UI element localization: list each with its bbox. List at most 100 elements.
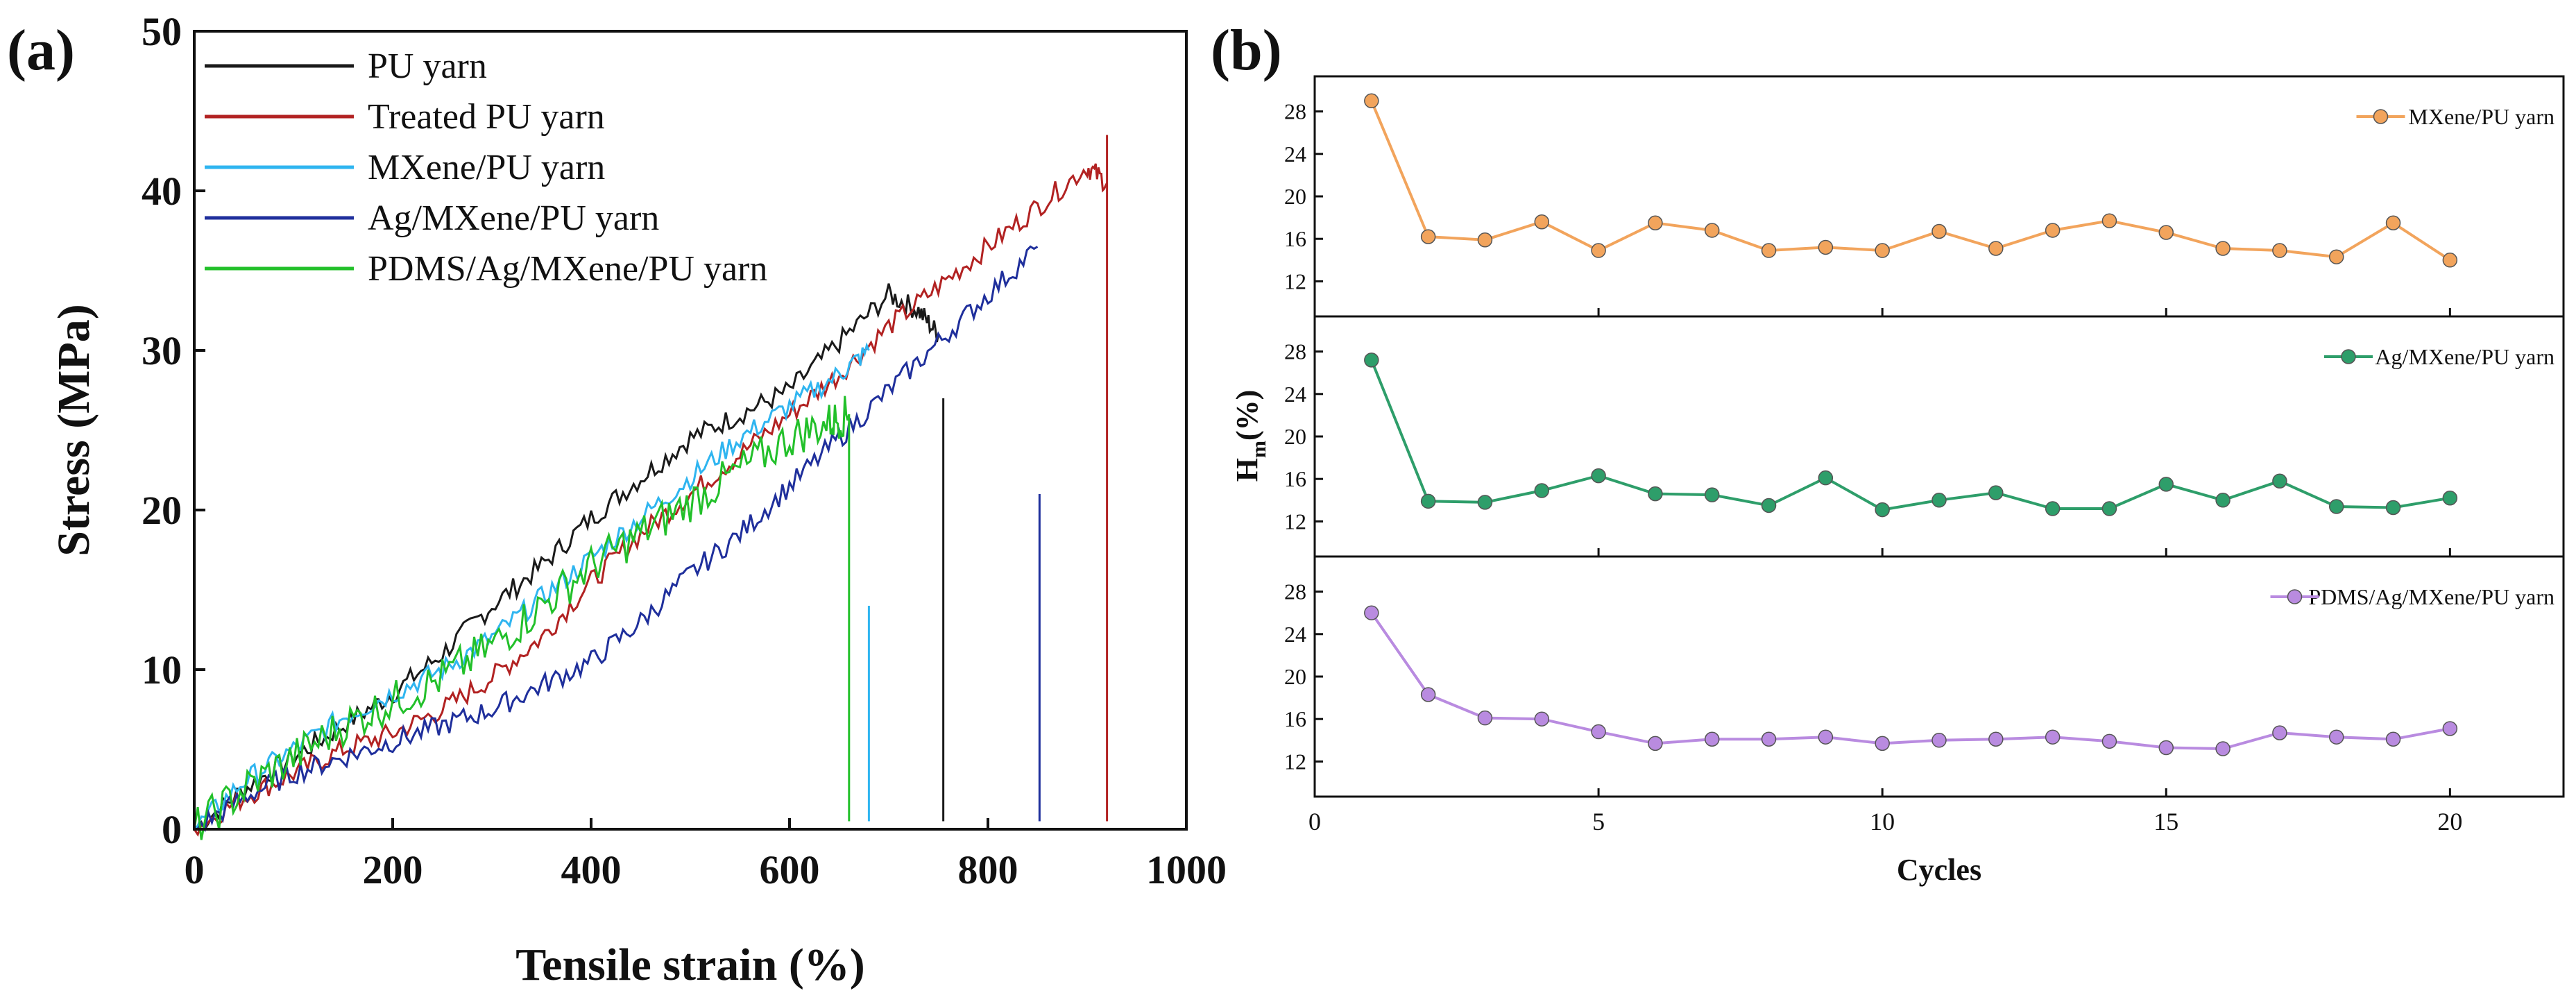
- data-point-pdms-ag-mxene-pu-yarn-13: [2045, 729, 2061, 745]
- data-point-ag-mxene-pu-yarn-11: [1931, 493, 1947, 508]
- legend-label-mxene-pu-yarn: MXene/PU yarn: [368, 148, 605, 187]
- y-tick-label-20: 20: [1284, 424, 1306, 449]
- legend-swatch-marker-ag-mxene-pu-yarn: [2341, 349, 2356, 364]
- subplot-pdms-ag-mxene-pu-yarn: 12 16 20 24 28 PDMS/Ag/MXene/PU yarn: [1284, 579, 2554, 797]
- x-tick-label-0: 0: [1308, 808, 1321, 835]
- data-point-mxene-pu-yarn-20: [2442, 253, 2458, 268]
- data-point-pdms-ag-mxene-pu-yarn-20: [2442, 721, 2458, 736]
- data-point-ag-mxene-pu-yarn-15: [2158, 477, 2174, 492]
- y-tick-label-16: 16: [1284, 466, 1306, 491]
- data-point-mxene-pu-yarn-1: [1364, 93, 1379, 109]
- data-point-pdms-ag-mxene-pu-yarn-10: [1875, 736, 1890, 752]
- y-tick-label-12: 12: [1284, 269, 1306, 294]
- legend-label-mxene-pu-yarn: MXene/PU yarn: [2408, 104, 2554, 129]
- data-point-ag-mxene-pu-yarn-18: [2328, 499, 2344, 514]
- series-line-pu-yarn: [194, 283, 939, 832]
- stress-strain-x-axis-label: Tensile strain (%): [515, 940, 865, 990]
- stress-strain-legend: PU yarn Treated PU yarn MXene/PU yarn Ag/MX…: [205, 46, 767, 289]
- data-point-ag-mxene-pu-yarn-1: [1364, 353, 1379, 368]
- data-point-pdms-ag-mxene-pu-yarn-6: [1648, 736, 1663, 752]
- data-point-pdms-ag-mxene-pu-yarn-7: [1704, 731, 1720, 747]
- hysteresis-y-label-main: H: [1230, 458, 1264, 482]
- legend-label-pu-yarn: PU yarn: [368, 46, 487, 86]
- x-tick-label-800: 800: [958, 847, 1018, 892]
- data-point-pdms-ag-mxene-pu-yarn-17: [2272, 725, 2287, 740]
- data-point-ag-mxene-pu-yarn-8: [1761, 498, 1777, 513]
- series-line-pdms-ag-mxene-pu-yarn: [1370, 612, 2450, 751]
- subplot-ag-mxene-pu-yarn: 12 16 20 24 28 Ag/MXene/PU yarn: [1284, 339, 2554, 557]
- stress-strain-series: [193, 135, 1109, 840]
- data-point-mxene-pu-yarn-6: [1648, 215, 1663, 230]
- y-tick-label-0: 0: [162, 807, 182, 852]
- legend-label-pdms-ag-mxene-pu-yarn: PDMS/Ag/MXene/PU yarn: [368, 249, 767, 289]
- data-point-ag-mxene-pu-yarn-14: [2101, 501, 2117, 516]
- data-point-mxene-pu-yarn-13: [2045, 223, 2061, 238]
- hysteresis-cycles-chart: 12 16 20 24 28 MXene/PU yarn 12 16 20 24 28 Ag/MXen…: [1230, 75, 2565, 887]
- legend-label-treated-pu-yarn: Treated PU yarn: [368, 97, 605, 137]
- y-tick-label-20: 20: [142, 488, 182, 533]
- data-point-pdms-ag-mxene-pu-yarn-19: [2385, 731, 2401, 747]
- y-tick-label-12: 12: [1284, 509, 1306, 534]
- series-line-mxene-pu-yarn: [1370, 100, 2451, 262]
- y-tick-label-24: 24: [1284, 622, 1306, 647]
- y-tick-label-24: 24: [1284, 382, 1306, 407]
- data-point-mxene-pu-yarn-2: [1420, 229, 1436, 244]
- data-point-mxene-pu-yarn-16: [2215, 241, 2230, 256]
- data-point-mxene-pu-yarn-12: [1988, 241, 2004, 256]
- hysteresis-plot-frame: [1313, 75, 2565, 798]
- data-point-pdms-ag-mxene-pu-yarn-8: [1761, 731, 1777, 747]
- data-point-ag-mxene-pu-yarn-16: [2215, 493, 2230, 508]
- data-point-ag-mxene-pu-yarn-17: [2272, 473, 2287, 489]
- data-point-pdms-ag-mxene-pu-yarn-18: [2328, 729, 2344, 745]
- data-point-pdms-ag-mxene-pu-yarn-3: [1477, 710, 1493, 726]
- legend-swatch-marker-pdms-ag-mxene-pu-yarn: [2287, 589, 2303, 604]
- stress-strain-chart: 0 200 400 600 800 1000 0 10 20 30 40 50 PU yarn Trea…: [49, 9, 1227, 990]
- y-tick-label-40: 40: [142, 169, 182, 214]
- hysteresis-y-label-sub: m: [1247, 441, 1270, 458]
- data-point-pdms-ag-mxene-pu-yarn-5: [1591, 724, 1606, 740]
- data-point-mxene-pu-yarn-9: [1818, 239, 1834, 255]
- hysteresis-x-axis-label: Cycles: [1897, 853, 1981, 887]
- x-tick-label-200: 200: [363, 847, 423, 892]
- x-tick-label-10: 10: [1870, 808, 1895, 835]
- stress-strain-ticks: 0 200 400 600 800 1000 0 10 20 30 40 50: [142, 9, 1227, 892]
- x-tick-label-15: 15: [2153, 808, 2178, 835]
- data-point-ag-mxene-pu-yarn-7: [1704, 487, 1720, 502]
- data-point-mxene-pu-yarn-15: [2158, 225, 2174, 240]
- data-point-ag-mxene-pu-yarn-4: [1534, 483, 1550, 498]
- legend-label-ag-mxene-pu-yarn: Ag/MXene/PU yarn: [368, 198, 659, 238]
- data-point-pdms-ag-mxene-pu-yarn-12: [1988, 731, 2004, 747]
- stress-strain-plot-frame: [193, 30, 1188, 831]
- data-point-mxene-pu-yarn-10: [1875, 243, 1890, 258]
- data-point-pdms-ag-mxene-pu-yarn-2: [1420, 687, 1436, 702]
- data-point-ag-mxene-pu-yarn-13: [2045, 501, 2061, 516]
- y-tick-label-28: 28: [1284, 579, 1306, 604]
- y-tick-label-10: 10: [142, 647, 182, 693]
- data-point-pdms-ag-mxene-pu-yarn-11: [1931, 733, 1947, 748]
- data-point-ag-mxene-pu-yarn-6: [1648, 486, 1663, 502]
- stress-strain-y-axis-label: Stress (MPa): [49, 304, 99, 557]
- y-tick-label-50: 50: [142, 9, 182, 54]
- data-point-mxene-pu-yarn-4: [1534, 214, 1550, 230]
- data-point-pdms-ag-mxene-pu-yarn-9: [1818, 729, 1834, 745]
- y-tick-label-16: 16: [1284, 706, 1306, 731]
- y-tick-label-28: 28: [1284, 99, 1306, 124]
- y-tick-label-20: 20: [1284, 184, 1306, 209]
- hysteresis-y-axis-label: Hm(%): [1230, 390, 1270, 482]
- data-point-ag-mxene-pu-yarn-20: [2442, 490, 2458, 506]
- x-tick-label-5: 5: [1592, 808, 1605, 835]
- data-point-mxene-pu-yarn-14: [2101, 213, 2117, 228]
- data-point-mxene-pu-yarn-5: [1591, 243, 1606, 258]
- y-tick-label-30: 30: [142, 328, 182, 373]
- panel-a-label: (a): [7, 18, 75, 83]
- series-line-ag-mxene-pu-yarn: [1370, 359, 2450, 511]
- x-tick-label-20: 20: [2437, 808, 2462, 835]
- x-tick-label-600: 600: [760, 847, 820, 892]
- panel-b-label: (b): [1211, 18, 1282, 83]
- data-point-mxene-pu-yarn-3: [1477, 232, 1493, 248]
- data-point-mxene-pu-yarn-19: [2385, 215, 2401, 230]
- data-point-pdms-ag-mxene-pu-yarn-15: [2158, 740, 2174, 756]
- x-tick-label-0: 0: [185, 847, 205, 892]
- data-point-ag-mxene-pu-yarn-9: [1818, 470, 1834, 486]
- series-line-mxene-pu-yarn: [193, 342, 870, 831]
